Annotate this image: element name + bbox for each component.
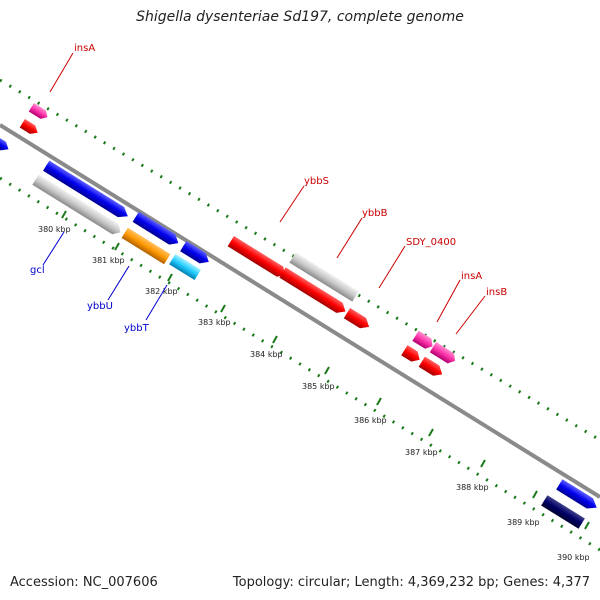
gene-ybbS[interactable] — [227, 236, 289, 280]
tick-label-383: 383 kbp — [198, 318, 231, 327]
gene-insB-red[interactable] — [418, 356, 446, 380]
callout-line — [42, 52, 486, 335]
gene-navy-bottom[interactable] — [541, 495, 585, 529]
accession-label: Accession: NC_007606 — [10, 575, 158, 590]
gene-label-ybbU: ybbU — [87, 301, 113, 312]
gene-blue-long[interactable] — [43, 160, 131, 222]
gene-label-gcl: gcl — [30, 265, 45, 276]
tick-label-384: 384 kbp — [250, 350, 283, 359]
gene-insA-red[interactable] — [19, 119, 41, 137]
gene-insA-right-red[interactable] — [401, 345, 423, 365]
gene-insA-right-pink[interactable] — [412, 330, 435, 352]
gene-blue-bottom[interactable] — [556, 479, 600, 512]
tick-label-389: 389 kbp — [507, 518, 540, 527]
tick-label-382: 382 kbp — [145, 287, 178, 296]
gene-ybbU[interactable] — [121, 227, 171, 265]
gene-label-insA-right: insA — [461, 271, 482, 282]
gene-red-small[interactable] — [343, 308, 372, 332]
gene-label-ybbS: ybbS — [304, 176, 329, 187]
inner-guide-line — [0, 176, 600, 552]
gene-label-insA: insA — [74, 43, 95, 54]
gene-SDY-0400[interactable] — [279, 267, 348, 316]
gene-label-ybbT: ybbT — [124, 323, 150, 334]
gene-ybbT[interactable] — [169, 253, 201, 281]
tick-label-385: 385 kbp — [302, 382, 335, 391]
tick-mark — [61, 210, 590, 530]
map-title: Shigella dysenteriae Sd197, complete gen… — [136, 9, 464, 25]
gene-insB-pink[interactable] — [429, 342, 458, 366]
outer-guide-line — [0, 78, 600, 442]
gene-gcl[interactable] — [32, 174, 123, 238]
tick-label-388: 388 kbp — [456, 483, 489, 492]
gene-label-SDY-0400: SDY_0400 — [406, 237, 456, 248]
gene-blue-small[interactable] — [180, 240, 212, 267]
topology-label: Topology: circular; Length: 4,369,232 bp… — [232, 575, 590, 590]
gene-ybbB[interactable] — [289, 252, 359, 302]
tick-label-387: 387 kbp — [405, 448, 438, 457]
tick-label-390: 390 kbp — [557, 553, 590, 562]
gene-label-insB: insB — [486, 287, 507, 298]
gene-label-ybbB: ybbB — [362, 208, 388, 219]
genome-backbone — [0, 123, 600, 499]
tick-label-386: 386 kbp — [354, 416, 387, 425]
tick-label-381: 381 kbp — [92, 256, 125, 265]
gene-arrow[interactable] — [0, 129, 11, 153]
gene-insA-pink[interactable] — [28, 103, 50, 122]
gene-blue-mid[interactable] — [132, 211, 182, 249]
tick-label-380: 380 kbp — [38, 225, 71, 234]
